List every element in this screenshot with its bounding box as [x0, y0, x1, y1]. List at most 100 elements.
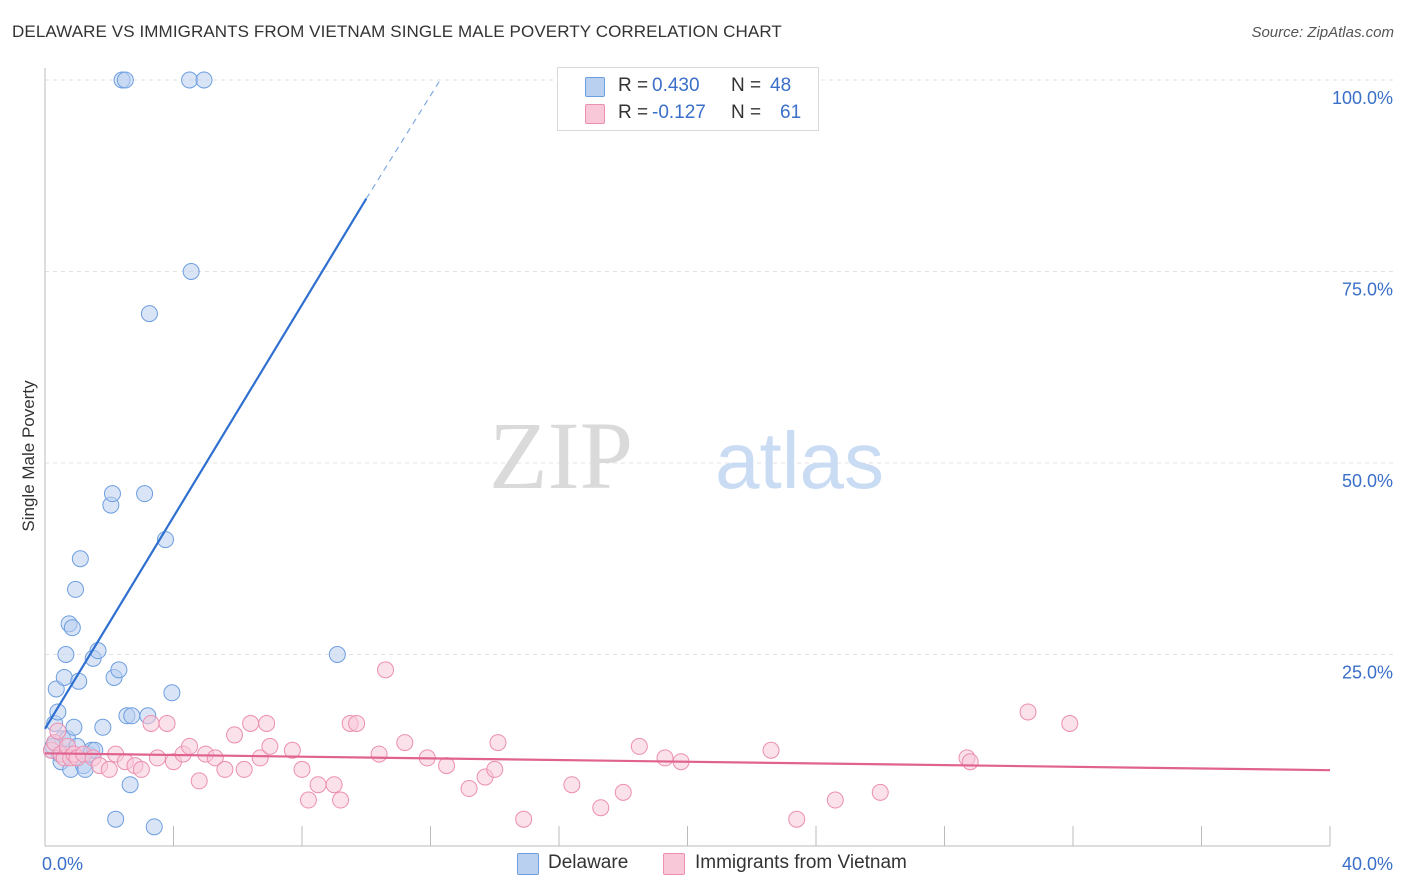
vietnam-point [132, 760, 150, 778]
vietnam-point [871, 783, 889, 801]
vietnam-point [396, 734, 414, 752]
delaware-point [163, 684, 181, 702]
vietnam-point [460, 780, 478, 798]
delaware-point [123, 707, 141, 725]
legend-row-delaware: R = 0.430 N = 48 [558, 72, 818, 100]
vietnam-point [788, 810, 806, 828]
vietnam-point [216, 760, 234, 778]
vietnam-point [438, 757, 456, 775]
vietnam-point [332, 791, 350, 809]
r-value-vietnam: -0.127 [652, 102, 706, 123]
watermark-zip: ZIP [489, 402, 633, 509]
vietnam-point [348, 714, 366, 732]
delaware-trend-line [44, 198, 368, 730]
delaware-legend-label: Delaware [548, 852, 629, 873]
vietnam-point [206, 749, 224, 767]
delaware-point [47, 680, 65, 698]
delaware-point [63, 619, 81, 637]
delaware-point [182, 263, 200, 280]
delaware-point [71, 550, 89, 568]
data-points [42, 71, 1079, 836]
vietnam-point [148, 749, 166, 767]
vietnam-point [251, 749, 269, 767]
series-legend: Delaware Immigrants from Vietnam [0, 852, 1406, 878]
vietnam-point [100, 760, 118, 778]
vietnam-legend-label: Immigrants from Vietnam [695, 852, 907, 873]
vietnam-point [377, 661, 395, 679]
vietnam-trend-line [44, 752, 1331, 772]
r-label: R = [618, 75, 649, 96]
vietnam-legend-swatch [663, 853, 685, 875]
vietnam-point [961, 753, 979, 771]
vietnam-point [242, 714, 260, 732]
delaware-point [65, 718, 83, 736]
vietnam-point [826, 791, 844, 809]
delaware-point [94, 718, 112, 736]
watermark-atlas: atlas [715, 416, 884, 505]
delaware-swatch [585, 77, 605, 97]
vietnam-point [762, 741, 780, 759]
delaware-point [57, 646, 75, 663]
vietnam-point [563, 776, 581, 794]
vietnam-point [592, 799, 610, 817]
r-value-delaware: 0.430 [652, 75, 700, 96]
y-tick-label: 50.0% [1342, 471, 1393, 491]
vietnam-point [142, 714, 160, 732]
delaware-point [116, 71, 134, 89]
y-tick-label: 75.0% [1342, 280, 1393, 300]
n-value-delaware: 48 [770, 75, 792, 96]
vietnam-point [190, 772, 208, 790]
correlation-legend: R = 0.430 N = 48 R = -0.127 N = 61 [557, 67, 819, 131]
delaware-point [195, 71, 213, 89]
chart-source: Source: ZipAtlas.com [1251, 24, 1394, 41]
vietnam-swatch [585, 104, 605, 124]
vietnam-point [283, 741, 301, 759]
vietnam-point [261, 737, 279, 755]
y-tick-label: 100.0% [1332, 88, 1393, 108]
vietnam-point [515, 810, 533, 828]
vietnam-point [299, 791, 317, 809]
x-tick-label-max: 40.0% [1342, 854, 1393, 874]
vietnam-point [309, 776, 327, 794]
delaware-point [328, 646, 346, 663]
vietnam-point [656, 749, 674, 767]
vietnam-point [258, 714, 276, 732]
axes [44, 68, 1331, 847]
y-axis-label: Single Male Poverty [19, 380, 38, 532]
n-label: N = [731, 102, 762, 123]
delaware-point [110, 661, 128, 679]
vietnam-point [226, 726, 244, 744]
delaware-point [136, 485, 154, 503]
vietnam-point [293, 760, 311, 778]
n-value-vietnam: 61 [780, 102, 802, 123]
vietnam-point [630, 737, 648, 755]
delaware-point [67, 580, 85, 598]
trend-lines [44, 79, 1331, 772]
delaware-point [181, 71, 199, 89]
n-label: N = [731, 75, 762, 96]
delaware-point [121, 776, 139, 794]
y-tick-label: 25.0% [1342, 663, 1393, 683]
vietnam-point [181, 737, 199, 755]
chart-title: DELAWARE VS IMMIGRANTS FROM VIETNAM SING… [12, 22, 782, 41]
x-tick-label-min: 0.0% [42, 854, 83, 874]
vietnam-point [370, 745, 388, 763]
r-label: R = [618, 102, 649, 123]
delaware-point [140, 305, 158, 323]
vietnam-point [158, 714, 176, 732]
vietnam-point [325, 776, 343, 794]
delaware-trend-extension [365, 79, 441, 200]
vietnam-point [1061, 714, 1079, 732]
vietnam-point [486, 760, 504, 778]
vietnam-point [49, 722, 67, 740]
vietnam-point [614, 783, 632, 801]
delaware-point [107, 810, 125, 828]
vietnam-point [1019, 703, 1037, 721]
vietnam-point [489, 734, 507, 752]
tick-labels: 25.0% 50.0% 75.0% 100.0% 0.0% 40.0% [42, 88, 1393, 874]
vietnam-point [235, 760, 253, 778]
delaware-legend-swatch [517, 853, 539, 875]
delaware-point [145, 818, 163, 836]
delaware-point [103, 485, 121, 503]
